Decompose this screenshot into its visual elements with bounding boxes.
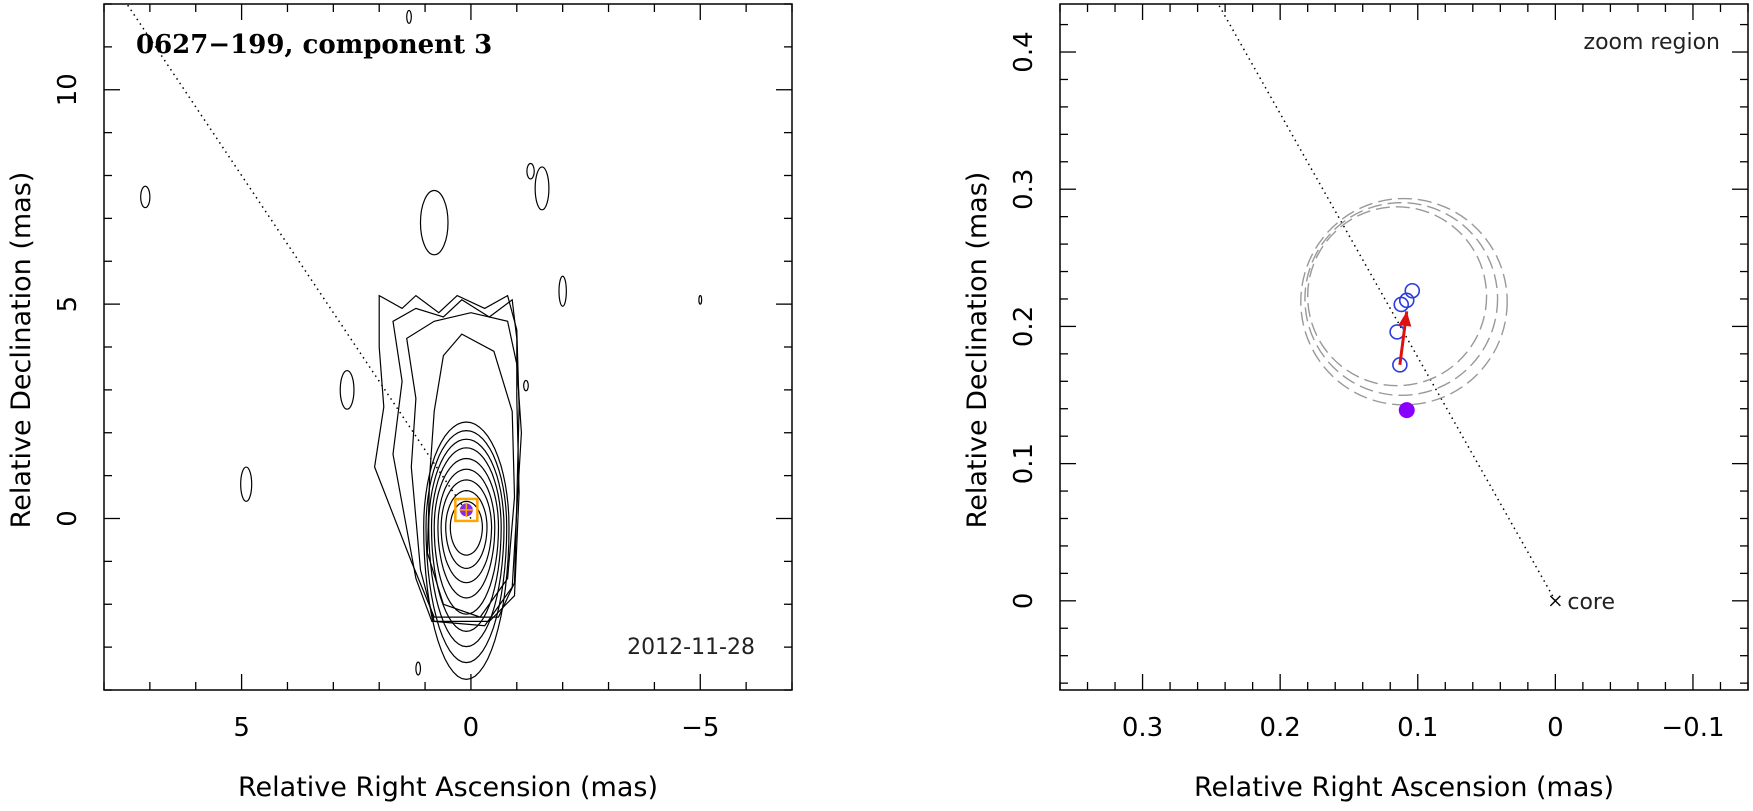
left-jet-direction-line (126, 3, 472, 519)
contour-level (373, 294, 520, 618)
y-tick-label: 10 (53, 73, 83, 106)
y-tick-label: 5 (53, 296, 83, 313)
uncertainty-circle (1300, 197, 1508, 406)
left-date-label: 2012-11-28 (627, 635, 755, 660)
contour-blob (339, 369, 355, 410)
y-tick-label: 0.1 (1009, 443, 1039, 484)
left-x-axis-label: Relative Right Ascension (mas) (238, 772, 658, 803)
contour-blob (406, 9, 412, 24)
contour-level (426, 333, 516, 618)
core-marker (1549, 595, 1561, 607)
y-tick-label: 0.3 (1009, 169, 1039, 210)
contour-level (437, 468, 496, 599)
x-tick-label: 5 (233, 713, 250, 743)
contour-blob (415, 661, 422, 676)
uncertainty-circles (1300, 197, 1508, 406)
contour-blob (526, 162, 535, 180)
x-tick-label: 0.3 (1122, 713, 1163, 743)
contour-blob (240, 466, 253, 502)
right-x-axis-label: Relative Right Ascension (mas) (1194, 772, 1614, 803)
component-marker (454, 497, 479, 523)
left-title: 0627−199, component 3 (136, 30, 492, 60)
contour-blob (698, 294, 703, 305)
left-plot-frame (103, 3, 793, 691)
y-tick-label: 0.4 (1009, 31, 1039, 72)
contour-map (140, 9, 703, 681)
uncertainty-circle (1306, 206, 1488, 387)
contour-level (423, 421, 510, 681)
contour-level (440, 479, 493, 584)
contour-blob (523, 379, 529, 392)
mean-position-point (1398, 402, 1415, 419)
x-tick-label: 0 (1547, 713, 1564, 743)
contour-level (428, 438, 505, 648)
right-jet-direction-line (1217, 3, 1557, 602)
right-axis-ticks (1059, 4, 1749, 690)
x-tick-label: −5 (681, 713, 719, 743)
position-point (1404, 282, 1421, 299)
left-panel: 5 0 −5 0 5 10 0627−199, component 3 2012-11-2… (6, 3, 793, 803)
contour-level (445, 489, 488, 570)
zoom-region-label: zoom region (1584, 30, 1720, 55)
contour-level (449, 500, 484, 556)
core-label: core (1567, 590, 1615, 615)
core-cross (1549, 595, 1561, 607)
left-y-axis-label: Relative Declination (mas) (6, 172, 37, 529)
x-tick-label: −0.1 (1661, 713, 1724, 743)
position-point (1393, 296, 1410, 313)
velocity-arrow (1398, 311, 1412, 366)
contour-blob (419, 189, 449, 256)
left-axis-ticks (103, 3, 793, 691)
x-tick-label: 0.2 (1259, 713, 1300, 743)
left-axis-tick-labels: 5 0 −5 0 5 10 (53, 73, 719, 743)
component-box (454, 497, 479, 523)
velocity-arrow-head (1398, 311, 1412, 327)
right-panel: 0.3 0.2 0.1 0 −0.1 0 0.1 0.2 0.3 0.4 core zoom re… (962, 3, 1749, 803)
x-tick-label: 0 (463, 713, 480, 743)
uncertainty-circle (1304, 201, 1499, 397)
contour-level (433, 457, 500, 615)
right-axis-tick-labels: 0.3 0.2 0.1 0 −0.1 0 0.1 0.2 0.3 0.4 (1009, 31, 1725, 743)
y-tick-label: 0 (1009, 593, 1039, 610)
right-plot-frame (1059, 3, 1749, 691)
y-tick-label: 0 (53, 510, 83, 527)
x-tick-label: 0.1 (1397, 713, 1438, 743)
position-point (1398, 292, 1415, 309)
contour-level (425, 429, 508, 664)
contour-blob (534, 166, 550, 211)
right-y-axis-label: Relative Declination (mas) (962, 172, 993, 529)
contour-blob (140, 185, 151, 209)
y-tick-label: 0.2 (1009, 306, 1039, 347)
contour-blob (558, 275, 567, 307)
